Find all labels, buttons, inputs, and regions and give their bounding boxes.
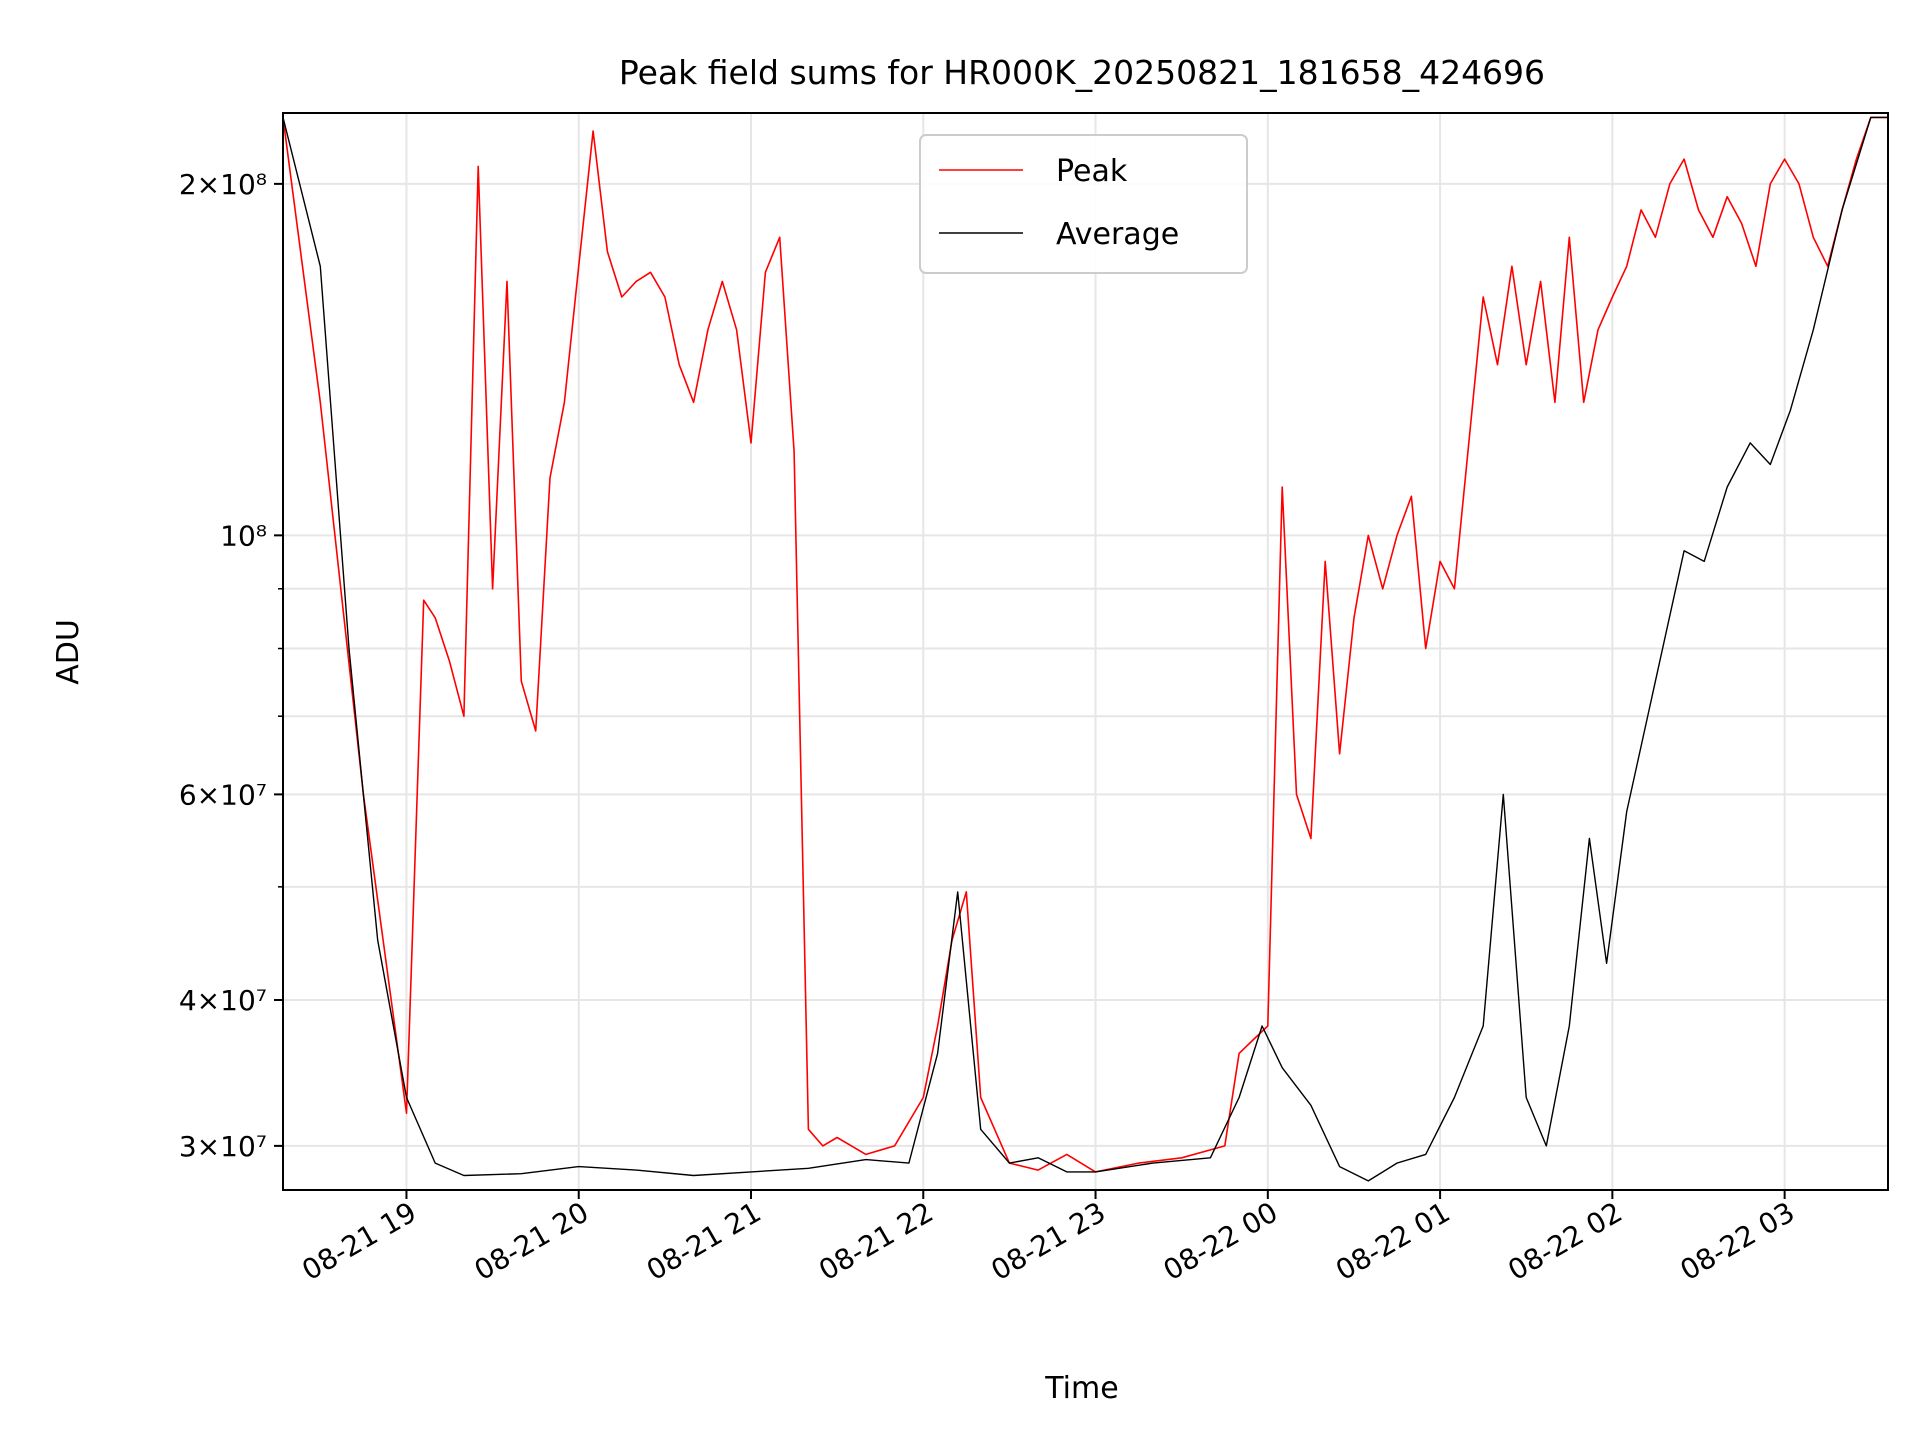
legend-average-label: Average	[1056, 217, 1179, 252]
y-tick-label: 6×10⁷	[179, 778, 267, 811]
legend-peak-label: Peak	[1056, 154, 1128, 189]
grid	[283, 113, 1888, 1190]
series-layer	[282, 116, 1888, 1182]
series-line-peak	[282, 116, 1888, 1173]
x-axis-label: Time	[1044, 1371, 1118, 1406]
legend: Peak Average	[919, 134, 1248, 274]
plot-background	[283, 113, 1888, 1190]
plot-frame	[282, 112, 1889, 1191]
y-tick-label: 2×10⁸	[179, 168, 267, 201]
plot-area	[282, 112, 1889, 1191]
y-axis-label: ADU	[51, 619, 86, 685]
y-tick-label: 4×10⁷	[179, 984, 267, 1017]
series-line-average	[282, 116, 1888, 1182]
y-tick-label: 3×10⁷	[179, 1130, 267, 1163]
y-axis: 3×10⁷ 4×10⁷ 6×10⁷ 10⁸ 2×10⁸	[179, 168, 283, 1163]
y-tick-label: 10⁸	[220, 519, 267, 552]
chart-title: Peak field sums for HR000K_20250821_1816…	[619, 53, 1545, 92]
